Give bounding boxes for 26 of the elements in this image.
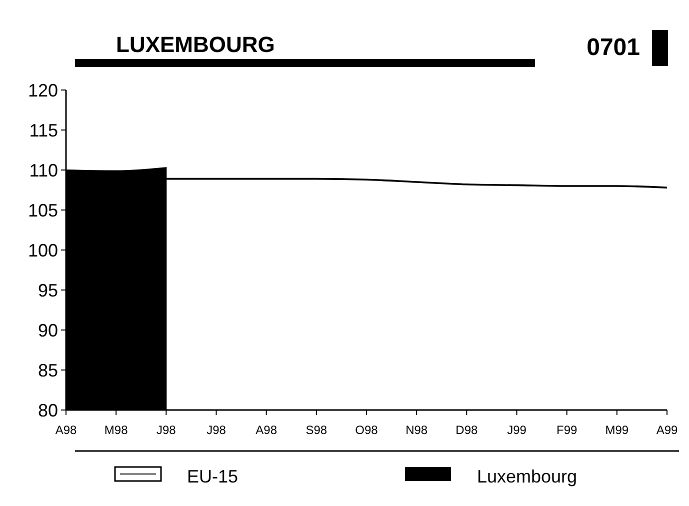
x-tick-label: O98 (355, 423, 378, 437)
x-tick-label: J99 (507, 423, 527, 437)
y-tick-label: 80 (38, 400, 58, 420)
chart-title: LUXEMBOURG (116, 32, 275, 57)
x-tick-label: M98 (104, 423, 128, 437)
y-tick-label: 105 (28, 200, 58, 220)
y-tick-label: 120 (28, 80, 58, 100)
y-tick-label: 90 (38, 320, 58, 340)
x-tick-label: A99 (656, 423, 678, 437)
x-tick-label: F99 (556, 423, 578, 437)
legend-label: EU-15 (187, 466, 238, 486)
x-tick-label: J98 (206, 423, 226, 437)
y-tick-label: 85 (38, 360, 58, 380)
x-tick-label: A98 (256, 423, 278, 437)
text: 0701 (586, 34, 640, 61)
x-tick-label: A98 (55, 423, 77, 437)
x-tick-label: D98 (456, 423, 478, 437)
x-tick-label: M99 (605, 423, 629, 437)
y-tick-label: 100 (28, 240, 58, 260)
x-tick-label: J98 (156, 423, 176, 437)
legend-label: Luxembourg (477, 466, 578, 486)
y-tick-label: 110 (29, 160, 58, 180)
y-tick-label: 95 (38, 280, 58, 300)
x-tick-label: S98 (306, 423, 328, 437)
x-tick-label: N98 (406, 423, 428, 437)
y-tick-label: 115 (29, 120, 58, 140)
